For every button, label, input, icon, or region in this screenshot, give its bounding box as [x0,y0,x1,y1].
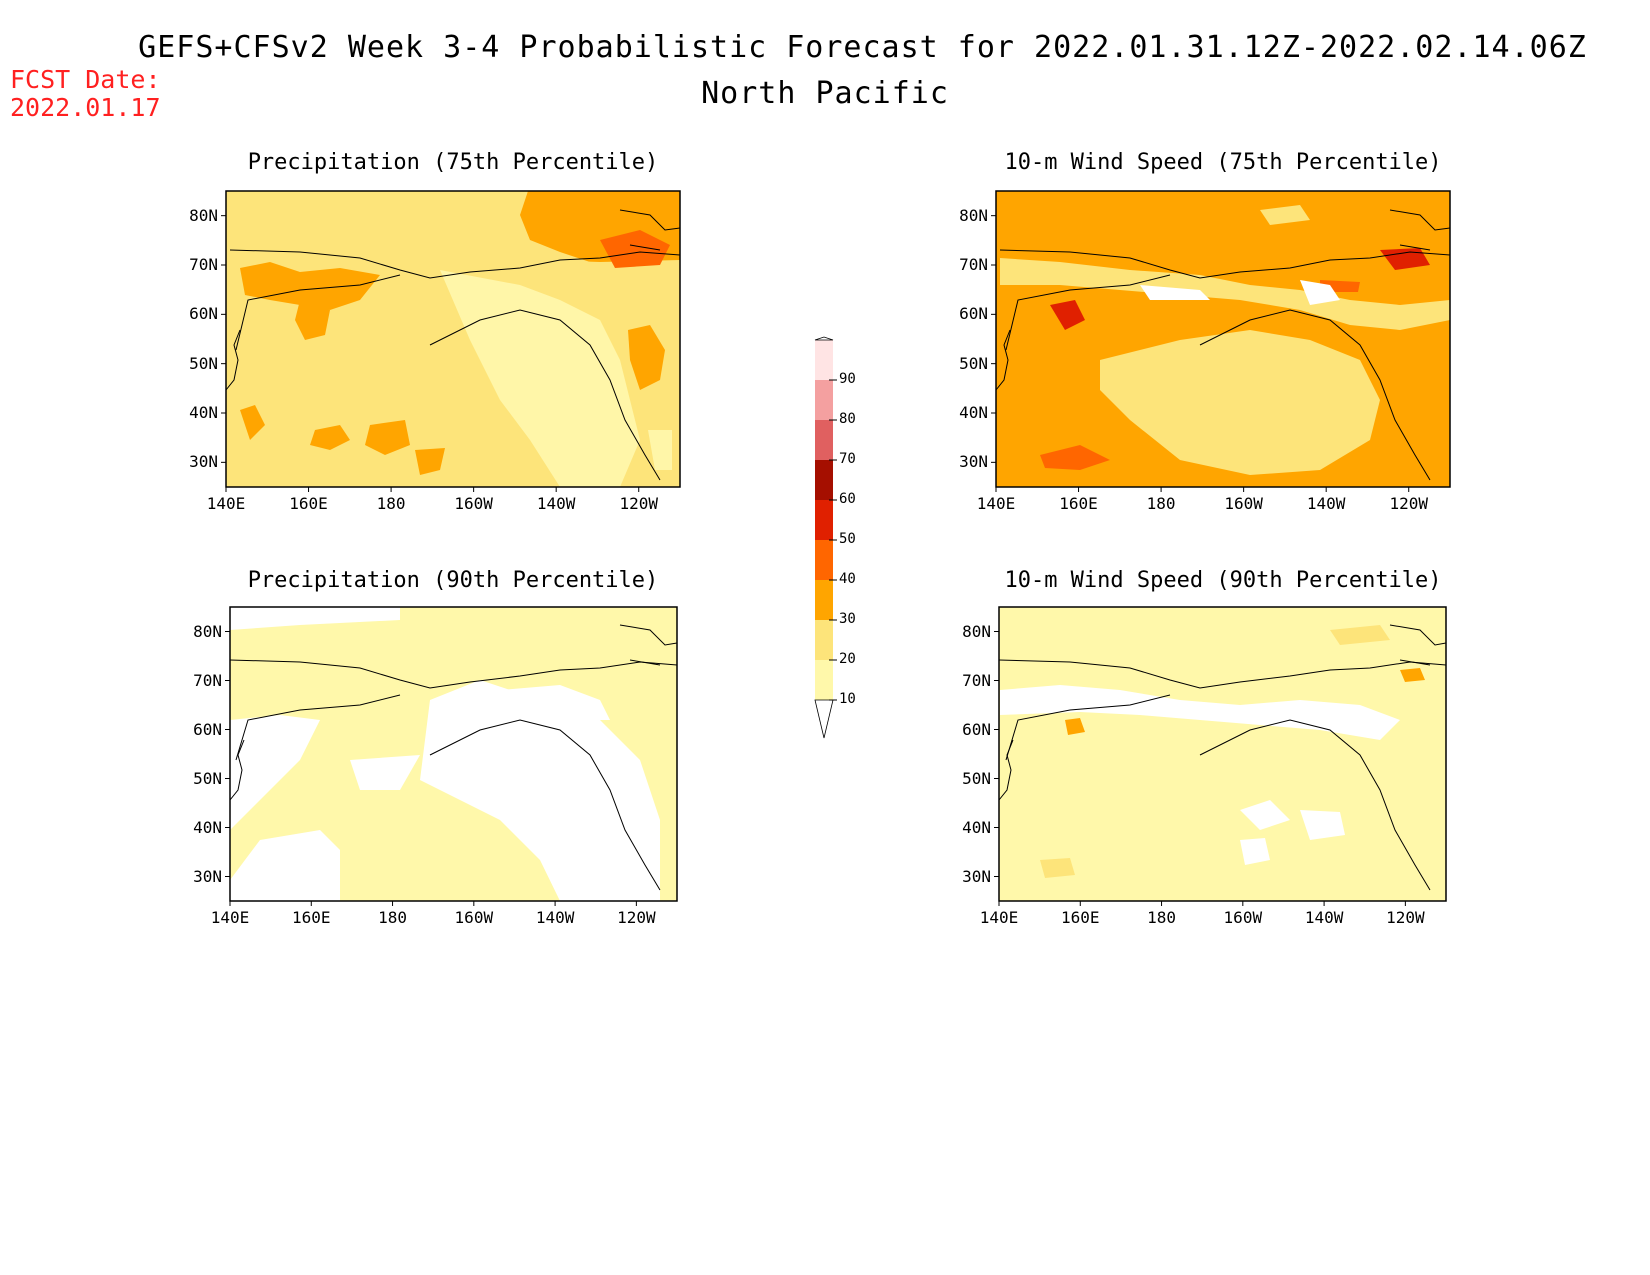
colorbar-segment [815,540,833,580]
lat-tick-label: 80N [959,205,988,225]
lat-tick-label: 70N [959,255,988,274]
lon-tick-label: 160E [292,908,331,927]
lon-tick-label: 180 [376,494,406,513]
colorbar-segment [815,580,833,620]
lon-tick-label: 160W [454,494,493,513]
lon-tick-label: 160W [454,908,494,927]
colorbar-tick-label: 30 [839,611,856,627]
colorbar-segment [815,380,833,420]
field-white-gulf [420,680,660,901]
panel-title: 10-m Wind Speed (90th Percentile) [1004,568,1442,593]
colorbar-bottom-cap [814,699,834,739]
colorbar-segment [815,500,833,540]
colorbar-segment [815,420,833,460]
lat-tick-label: 50N [189,353,218,373]
lat-tick-label: 60N [193,719,222,739]
field-max-kamchatka [1050,300,1085,330]
lon-tick-label: 140W [536,494,576,513]
lat-tick-label: 30N [959,452,988,472]
colorbar-segment [815,660,833,700]
lon-tick-label: 140E [979,908,1019,927]
lon-tick-label: 140E [210,908,250,927]
fcst-date-label: FCST Date: [10,65,161,94]
lon-tick-label: 120W [1386,908,1425,927]
colorbar-segment [815,620,833,660]
lat-tick-label: 30N [962,866,991,886]
lon-tick-label: 160W [1224,494,1263,513]
lat-tick-label: 80N [189,205,218,225]
colorbar-tick-label: 40 [839,571,856,587]
field-yellow-gulf [1100,330,1380,475]
field-white-arctic [1000,685,1400,740]
panel-title: Precipitation (75th Percentile) [247,150,659,175]
colorbar-top-cap [814,336,834,341]
colorbar-tick-label: 80 [839,411,856,427]
lat-tick-label: 60N [189,304,218,324]
lat-tick-label: 80N [962,621,991,641]
lon-tick-label: 120W [1389,494,1428,513]
colorbar-tick-label: 10 [839,691,856,707]
colorbar-tick-label: 90 [839,371,856,387]
region-title: North Pacific [701,76,949,111]
lon-tick-label: 120W [617,908,656,927]
map-frame [998,606,1447,902]
lon-tick-label: 180 [378,908,407,927]
lat-tick-label: 30N [189,452,218,472]
lon-tick-label: 160E [1059,494,1098,513]
lat-tick-label: 70N [189,255,218,274]
lon-tick-label: 140E [976,494,1016,513]
lon-tick-label: 160E [289,494,328,513]
lat-tick-label: 40N [962,817,991,837]
field-white-west [230,715,320,830]
lon-tick-label: 140W [1306,494,1346,513]
colorbar-tick-label: 60 [839,491,856,507]
colorbar-segment [815,460,833,500]
field-base [999,607,1446,901]
colorbar-tick-label: 20 [839,651,856,667]
lat-tick-label: 40N [959,403,988,422]
lon-tick-label: 180 [1146,494,1176,513]
lat-tick-label: 70N [962,670,991,690]
map-frame [229,606,678,902]
field-light-gulf [440,270,640,487]
panel-title: Precipitation (90th Percentile) [247,568,659,593]
lat-tick-label: 80N [193,621,222,641]
lon-tick-label: 180 [1147,908,1176,927]
lat-tick-label: 60N [962,719,991,739]
lat-tick-label: 70N [193,670,222,690]
lat-tick-label: 50N [962,768,991,788]
colorbar-tick-label: 70 [839,451,856,467]
lon-tick-label: 140W [535,908,575,927]
colorbar-tick-label: 50 [839,531,856,547]
map-frame [225,190,681,488]
lon-tick-label: 120W [619,494,658,513]
map-frame [995,190,1451,488]
lon-tick-label: 140W [1304,908,1344,927]
colorbar-segment [815,340,833,380]
lat-tick-label: 30N [193,866,222,886]
fcst-date-value: 2022.01.17 [10,93,161,122]
panel-title: 10-m Wind Speed (75th Percentile) [1004,150,1442,175]
lat-tick-label: 50N [959,353,988,373]
field-orange-bering [240,262,380,310]
lat-tick-label: 60N [959,304,988,324]
lat-tick-label: 40N [193,817,222,837]
lon-tick-label: 140E [206,494,246,513]
lat-tick-label: 50N [193,768,222,788]
main-title: GEFS+CFSv2 Week 3-4 Probabilistic Foreca… [138,30,1587,65]
lon-tick-label: 160E [1061,908,1100,927]
lat-tick-label: 40N [189,403,218,422]
lon-tick-label: 160W [1223,908,1263,927]
